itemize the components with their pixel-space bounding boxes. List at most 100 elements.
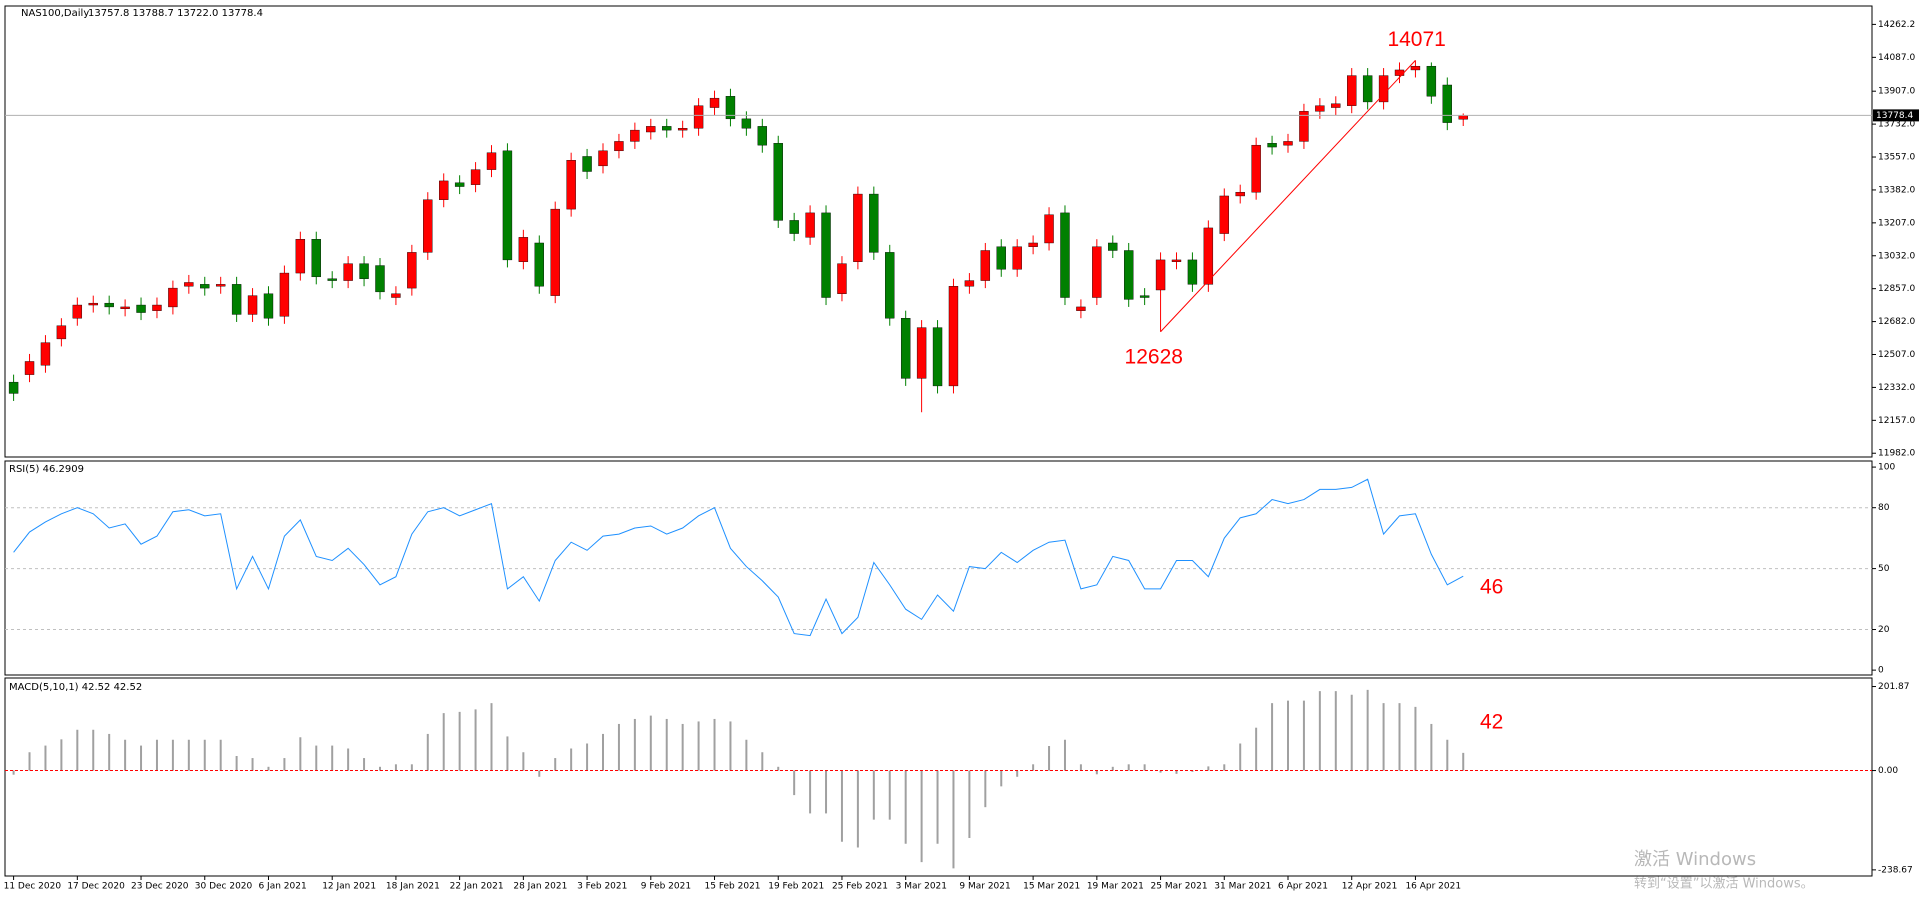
candle-body bbox=[709, 97, 720, 108]
candle-body bbox=[693, 105, 704, 129]
candle-body bbox=[1155, 259, 1166, 291]
candle-body bbox=[311, 239, 321, 278]
candle-body bbox=[948, 286, 959, 387]
candle-body bbox=[56, 325, 67, 340]
y-tick-label: 13907.0 bbox=[1878, 87, 1915, 97]
y-tick-label: 50 bbox=[1878, 564, 1890, 574]
candle-body bbox=[120, 306, 130, 309]
candle-body bbox=[184, 282, 194, 287]
candle-body bbox=[279, 272, 290, 317]
candle-body bbox=[104, 302, 114, 308]
candle-body bbox=[1203, 227, 1214, 285]
candle-body bbox=[1108, 242, 1118, 251]
ohlc-readout: 13757.8 13788.7 13722.0 13778.4 bbox=[88, 8, 263, 19]
candle-body bbox=[518, 237, 529, 262]
annotation: 12628 bbox=[1125, 345, 1183, 368]
candle-body bbox=[72, 304, 83, 319]
y-tick-label: 12332.0 bbox=[1878, 383, 1915, 393]
candle-body bbox=[1410, 65, 1421, 71]
x-tick-label: 18 Jan 2021 bbox=[386, 882, 440, 892]
macd-panel bbox=[4, 677, 1873, 877]
candle-body bbox=[534, 242, 544, 287]
x-tick-label: 16 Apr 2021 bbox=[1405, 882, 1461, 892]
candle-body bbox=[1378, 75, 1389, 103]
x-tick-label: 6 Apr 2021 bbox=[1278, 882, 1328, 892]
x-tick-label: 15 Mar 2021 bbox=[1023, 882, 1080, 892]
y-tick-label: 13032.0 bbox=[1878, 251, 1915, 261]
candle-body bbox=[1123, 250, 1134, 300]
candle-body bbox=[869, 193, 879, 253]
x-tick-label: 9 Feb 2021 bbox=[641, 882, 691, 892]
x-tick-label: 6 Jan 2021 bbox=[258, 882, 306, 892]
x-tick-label: 30 Dec 2020 bbox=[195, 882, 253, 892]
x-tick-label: 23 Dec 2020 bbox=[131, 882, 189, 892]
y-tick-label: 13382.0 bbox=[1878, 185, 1915, 195]
candle-body bbox=[247, 295, 258, 315]
candle-body bbox=[1251, 144, 1261, 193]
candle-body bbox=[725, 96, 736, 120]
candle-body bbox=[741, 118, 752, 129]
candle-body bbox=[964, 280, 975, 287]
candle-body bbox=[136, 304, 146, 313]
candle-body bbox=[470, 169, 481, 185]
x-tick-label: 31 Mar 2021 bbox=[1214, 882, 1271, 892]
candle-body bbox=[598, 150, 608, 167]
candle-body bbox=[646, 126, 656, 133]
main-panel bbox=[4, 5, 1873, 458]
y-tick-label: 13207.0 bbox=[1878, 218, 1915, 228]
candle-body bbox=[1076, 306, 1086, 311]
candle-body bbox=[502, 150, 513, 261]
trend-line bbox=[1160, 60, 1416, 333]
x-tick-label: 25 Mar 2021 bbox=[1151, 882, 1208, 892]
candle-body bbox=[168, 287, 178, 308]
candle-body bbox=[1219, 195, 1229, 234]
candle-body bbox=[454, 182, 465, 187]
candle-body bbox=[8, 381, 19, 394]
x-tick-label: 19 Mar 2021 bbox=[1087, 882, 1144, 892]
candle-body bbox=[407, 252, 417, 289]
candle-body bbox=[423, 199, 433, 253]
y-tick-label: 14262.2 bbox=[1878, 20, 1915, 30]
x-tick-label: 11 Dec 2020 bbox=[4, 882, 62, 892]
candle-body bbox=[1426, 65, 1437, 97]
candle-body bbox=[1044, 214, 1054, 244]
candle-body bbox=[821, 212, 831, 298]
x-tick-label: 9 Mar 2021 bbox=[959, 882, 1010, 892]
candle-body bbox=[439, 180, 449, 200]
candle-body bbox=[1012, 246, 1022, 270]
x-tick-label: 3 Mar 2021 bbox=[896, 882, 947, 892]
candle-body bbox=[885, 252, 895, 319]
candle-body bbox=[88, 302, 98, 306]
candle-body bbox=[916, 327, 927, 379]
candle-body bbox=[343, 263, 353, 281]
candle-body bbox=[1442, 84, 1453, 123]
candle-body bbox=[1187, 259, 1198, 285]
y-tick-label: 12682.0 bbox=[1878, 317, 1915, 327]
candle-body bbox=[900, 318, 911, 379]
candle-body bbox=[582, 156, 592, 172]
watermark-hint: 转到“设置”以激活 Windows。 bbox=[1634, 877, 1814, 892]
y-tick-label: 100 bbox=[1878, 463, 1895, 473]
x-tick-label: 12 Apr 2021 bbox=[1342, 882, 1398, 892]
annotation: 14071 bbox=[1387, 28, 1445, 51]
x-tick-label: 12 Jan 2021 bbox=[322, 882, 376, 892]
candle-body bbox=[1092, 246, 1102, 298]
candle-body bbox=[630, 129, 640, 142]
candle-body bbox=[1362, 75, 1373, 103]
macd-title: MACD(5,10,1) 42.52 42.52 bbox=[9, 682, 142, 693]
candle-body bbox=[40, 342, 51, 366]
candle-body bbox=[200, 284, 210, 289]
candle-body bbox=[24, 361, 35, 375]
candle-body bbox=[805, 212, 815, 238]
watermark: 激活 Windows bbox=[1634, 849, 1756, 870]
rsi-line bbox=[13, 478, 1464, 637]
candle-body bbox=[1028, 242, 1038, 247]
candle-body bbox=[152, 304, 162, 311]
candle-body bbox=[1458, 115, 1468, 120]
candle-body bbox=[932, 327, 943, 387]
candle-body bbox=[757, 126, 768, 146]
candle-body bbox=[215, 284, 226, 287]
candle-body bbox=[853, 193, 863, 262]
candle-body bbox=[1347, 75, 1357, 106]
candle-body bbox=[1171, 259, 1182, 262]
